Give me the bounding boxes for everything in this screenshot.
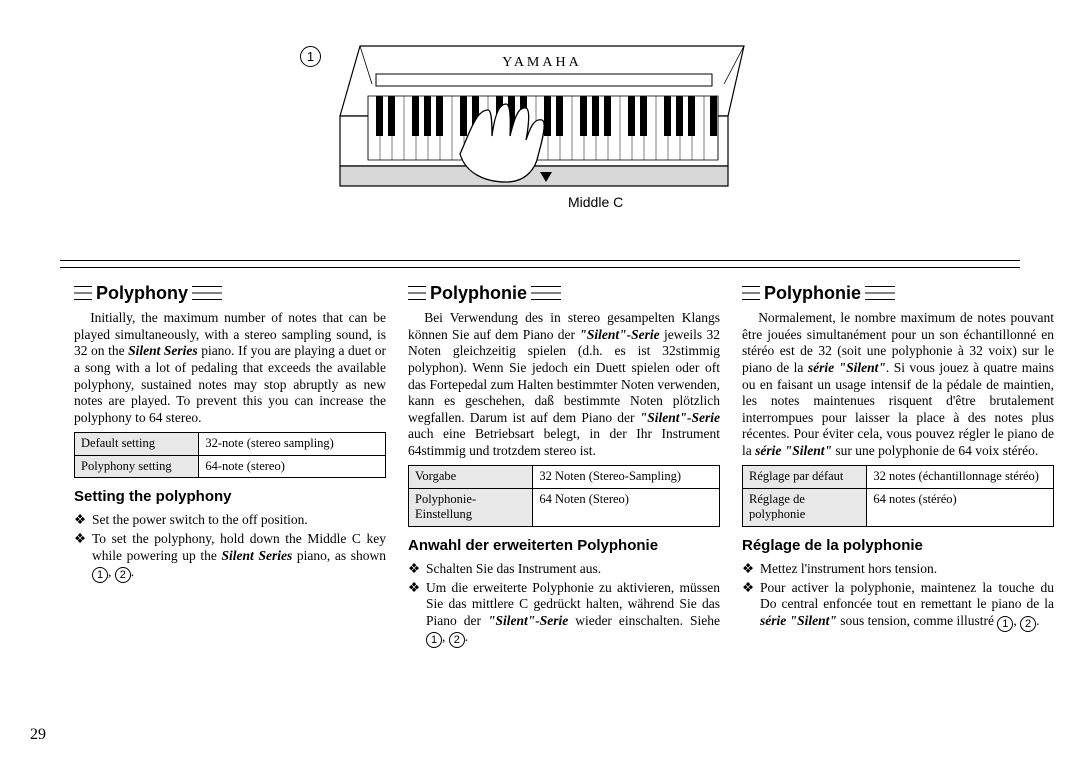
step-text: Schalten Sie das Instrument aus. bbox=[426, 561, 720, 578]
bullet-icon: ❖ bbox=[742, 580, 760, 632]
table-en: Default setting32-note (stereo sampling)… bbox=[74, 432, 386, 478]
middle-c-label: Middle C bbox=[568, 194, 623, 210]
step-text: To set the polyphony, hold down the Midd… bbox=[92, 531, 386, 583]
subheading-en: Setting the polyphony bbox=[74, 488, 386, 506]
step-text: Um die erweiterte Polyphonie zu aktivier… bbox=[426, 580, 720, 649]
heading-ornament-left-icon bbox=[74, 286, 92, 300]
text-columns: Polyphony Initially, the maximum number … bbox=[74, 282, 1054, 650]
cell-value: 64 notes (stéréo) bbox=[867, 488, 1054, 526]
bullet-icon: ❖ bbox=[74, 531, 92, 583]
cell-value: 32-note (stereo sampling) bbox=[199, 433, 386, 455]
heading-ornament-right-icon bbox=[531, 286, 561, 300]
heading-de: Polyphonie bbox=[408, 282, 720, 304]
heading-fr: Polyphonie bbox=[742, 282, 1054, 304]
table-de: Vorgabe32 Noten (Stereo-Sampling) Polyph… bbox=[408, 465, 720, 526]
list-item: ❖Mettez l'instrument hors tension. bbox=[742, 561, 1054, 578]
heading-ornament-right-icon bbox=[192, 286, 222, 300]
list-item: ❖To set the polyphony, hold down the Mid… bbox=[74, 531, 386, 583]
table-row: Réglage de polyphonie64 notes (stéréo) bbox=[743, 488, 1054, 526]
cell-label: Polyphonie-Einstellung bbox=[409, 488, 533, 526]
piano-keyboard-illustration: YAMAHA bbox=[320, 36, 760, 236]
table-row: Polyphonie-Einstellung64 Noten (Stereo) bbox=[409, 488, 720, 526]
cell-value: 64-note (stereo) bbox=[199, 455, 386, 477]
bullet-icon: ❖ bbox=[742, 561, 760, 578]
bullet-icon: ❖ bbox=[408, 580, 426, 649]
table-row: Default setting32-note (stereo sampling) bbox=[75, 433, 386, 455]
cell-label: Réglage par défaut bbox=[743, 466, 867, 488]
cell-value: 32 notes (échantillonnage stéréo) bbox=[867, 466, 1054, 488]
para-fr: Normalement, le nombre maximum de notes … bbox=[742, 310, 1054, 459]
heading-ornament-left-icon bbox=[408, 286, 426, 300]
bullet-icon: ❖ bbox=[74, 512, 92, 529]
cell-value: 64 Noten (Stereo) bbox=[533, 488, 720, 526]
step-text: Mettez l'instrument hors tension. bbox=[760, 561, 1054, 578]
marker-1-icon: 1 bbox=[300, 46, 321, 67]
heading-de-text: Polyphonie bbox=[430, 282, 527, 304]
heading-ornament-right-icon bbox=[865, 286, 895, 300]
step-text: Pour activer la polyphonie, maintenez la… bbox=[760, 580, 1054, 632]
subheading-fr: Réglage de la polyphonie bbox=[742, 537, 1054, 555]
column-english: Polyphony Initially, the maximum number … bbox=[74, 282, 386, 650]
table-row: Vorgabe32 Noten (Stereo-Sampling) bbox=[409, 466, 720, 488]
subheading-de: Anwahl der erweiterten Polyphonie bbox=[408, 537, 720, 555]
heading-en-text: Polyphony bbox=[96, 282, 188, 304]
table-row: Réglage par défaut32 notes (échantillonn… bbox=[743, 466, 1054, 488]
piano-figure: 1 YAMAHA bbox=[0, 28, 1080, 248]
column-german: Polyphonie Bei Verwendung des in stereo … bbox=[408, 282, 720, 650]
list-item: ❖Um die erweiterte Polyphonie zu aktivie… bbox=[408, 580, 720, 649]
list-item: ❖Pour activer la polyphonie, maintenez l… bbox=[742, 580, 1054, 632]
table-row: Polyphony setting64-note (stereo) bbox=[75, 455, 386, 477]
cell-label: Polyphony setting bbox=[75, 455, 199, 477]
para-de: Bei Verwendung des in stereo gesampelten… bbox=[408, 310, 720, 459]
para-en: Initially, the maximum number of notes t… bbox=[74, 310, 386, 426]
cell-value: 32 Noten (Stereo-Sampling) bbox=[533, 466, 720, 488]
cell-label: Vorgabe bbox=[409, 466, 533, 488]
heading-ornament-left-icon bbox=[742, 286, 760, 300]
brand-text: YAMAHA bbox=[502, 55, 581, 70]
heading-en: Polyphony bbox=[74, 282, 386, 304]
table-fr: Réglage par défaut32 notes (échantillonn… bbox=[742, 465, 1054, 526]
list-item: ❖Set the power switch to the off positio… bbox=[74, 512, 386, 529]
cell-label: Réglage de polyphonie bbox=[743, 488, 867, 526]
cell-label: Default setting bbox=[75, 433, 199, 455]
heading-fr-text: Polyphonie bbox=[764, 282, 861, 304]
step-text: Set the power switch to the off position… bbox=[92, 512, 386, 529]
page-number: 29 bbox=[30, 726, 46, 744]
column-french: Polyphonie Normalement, le nombre maximu… bbox=[742, 282, 1054, 650]
list-item: ❖Schalten Sie das Instrument aus. bbox=[408, 561, 720, 578]
section-divider bbox=[60, 260, 1020, 268]
bullet-icon: ❖ bbox=[408, 561, 426, 578]
